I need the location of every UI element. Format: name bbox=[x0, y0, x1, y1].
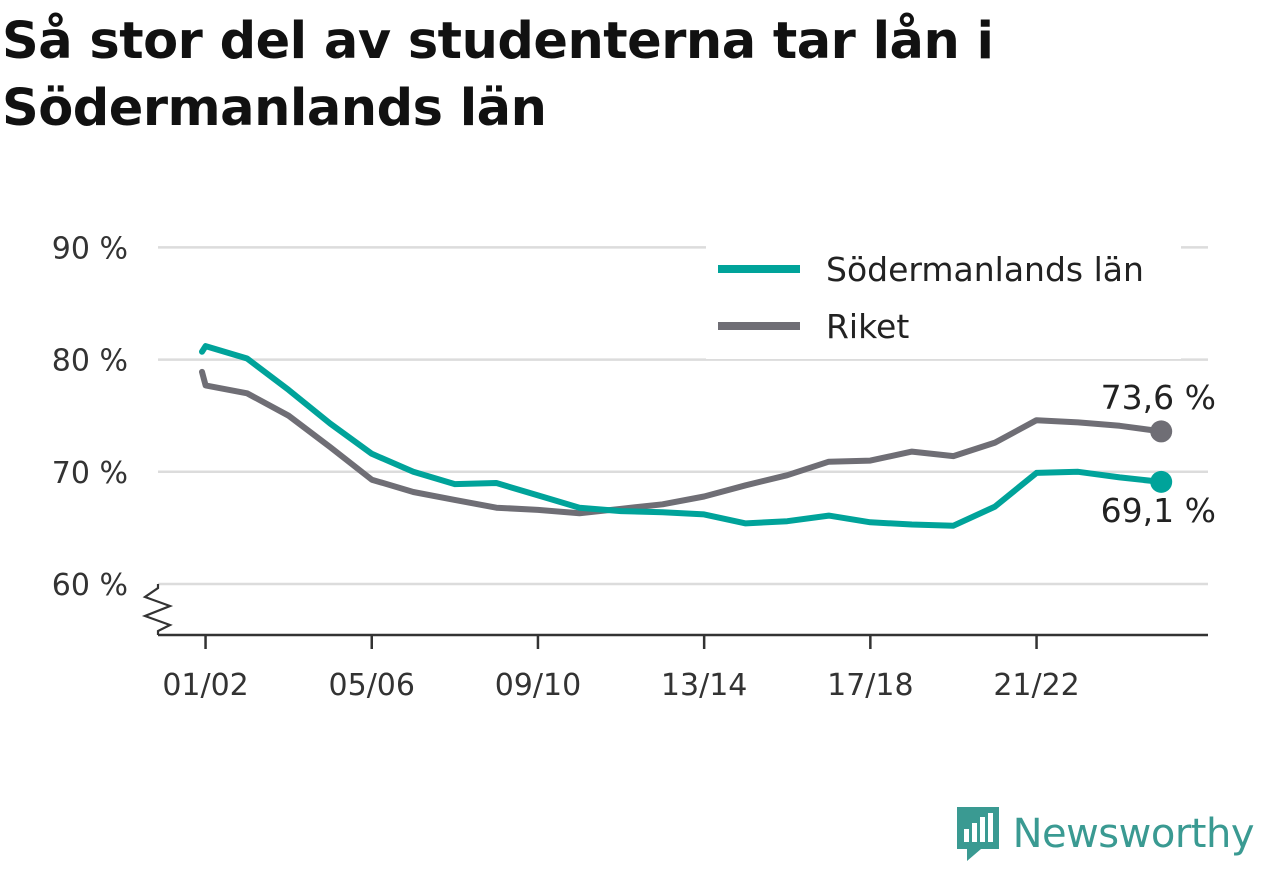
series-lines bbox=[199, 343, 1173, 529]
axis-break-icon bbox=[141, 584, 174, 635]
legend-box bbox=[706, 244, 1181, 359]
x-tick-label: 05/06 bbox=[329, 668, 415, 703]
axes: 60 % 70 % 80 % 90 % 01/02 05/06 09/10 13/14 17/1… bbox=[52, 231, 1208, 703]
end-point-marker bbox=[1150, 420, 1173, 443]
newsworthy-logo[interactable]: Newsworthy bbox=[953, 805, 1255, 863]
y-tick-label: 80 % bbox=[52, 344, 128, 379]
legend-label: Södermanlands län bbox=[826, 250, 1144, 289]
series-line-riket bbox=[199, 368, 1165, 517]
series-line-sodermanland bbox=[199, 343, 1165, 529]
legend: Södermanlands län Riket bbox=[706, 244, 1181, 359]
y-tick-label: 60 % bbox=[52, 568, 128, 603]
newsworthy-logo-icon bbox=[956, 807, 999, 861]
end-label-sodermanland: 69,1 % bbox=[1101, 491, 1216, 530]
end-labels: 73,6 % 69,1 % bbox=[1101, 378, 1216, 530]
y-tick-label: 90 % bbox=[52, 231, 128, 266]
end-point-marker bbox=[1150, 470, 1173, 493]
x-tick-label: 17/18 bbox=[827, 668, 913, 703]
brand-name: Newsworthy bbox=[1012, 811, 1255, 857]
x-tick-label: 13/14 bbox=[661, 668, 747, 703]
x-tick-label: 01/02 bbox=[162, 668, 248, 703]
legend-label: Riket bbox=[826, 307, 909, 346]
end-label-riket: 73,6 % bbox=[1101, 378, 1216, 417]
y-tick-label: 70 % bbox=[52, 456, 128, 491]
x-tick-label: 09/10 bbox=[495, 668, 581, 703]
x-tick-label: 21/22 bbox=[993, 668, 1079, 703]
chart-title: Så stor del av studenterna tar lån i Söd… bbox=[2, 12, 994, 138]
